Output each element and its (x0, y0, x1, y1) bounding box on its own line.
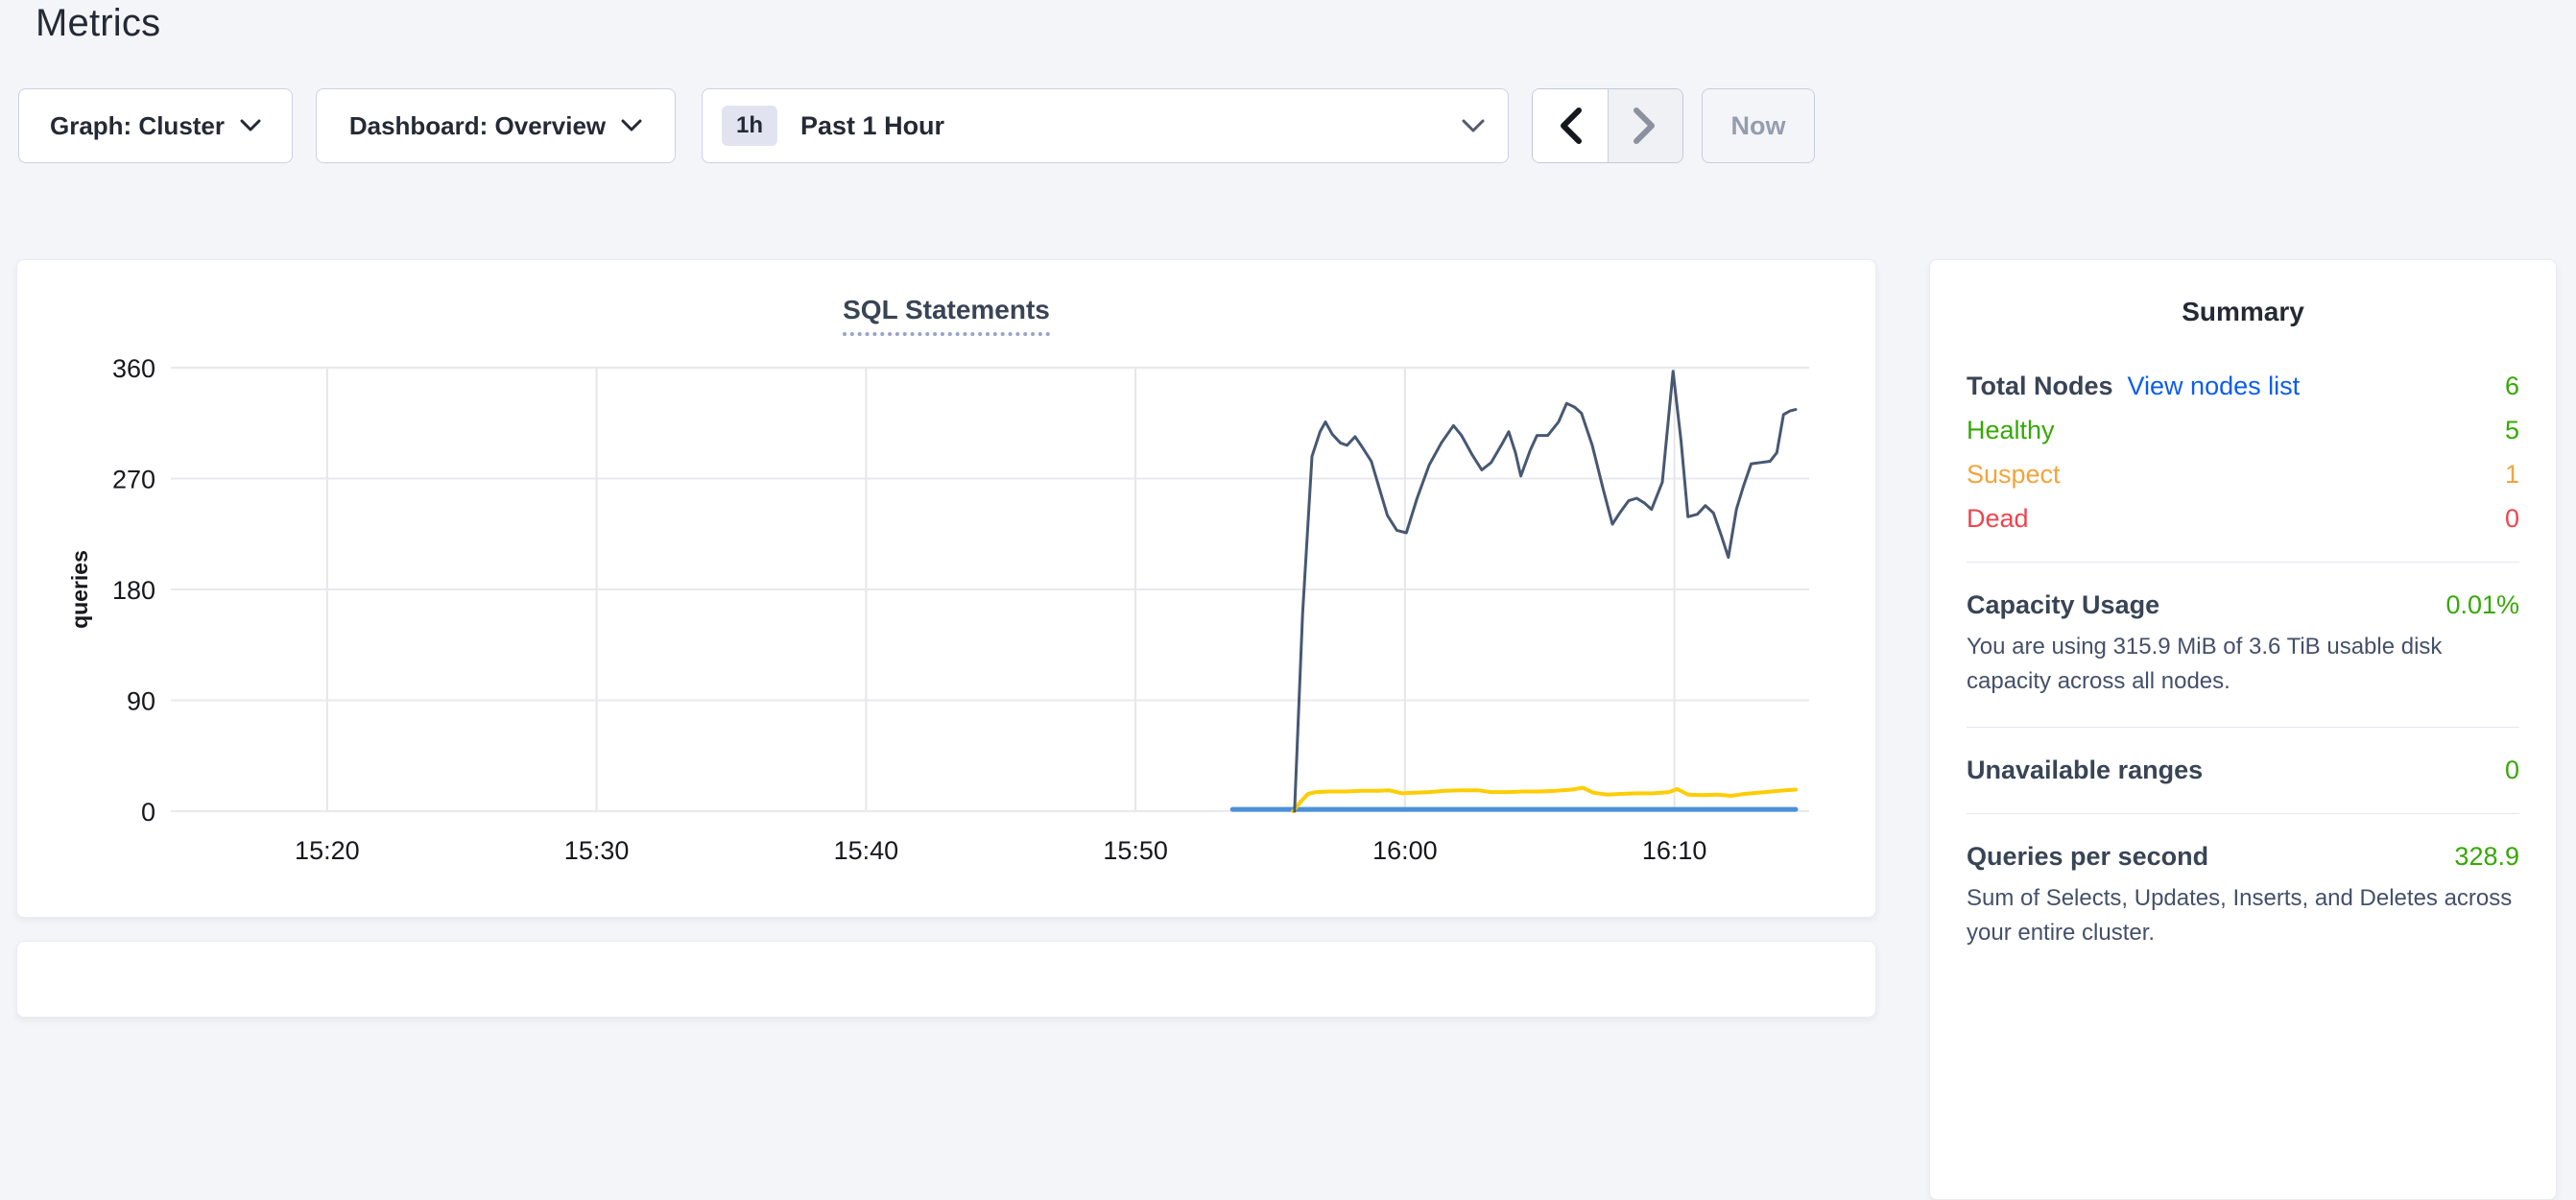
divider (1967, 562, 2519, 563)
capacity-usage-value: 0.01% (2445, 590, 2519, 619)
divider (1967, 813, 2519, 814)
chevron-down-icon (240, 119, 261, 132)
healthy-nodes-row: Healthy 5 (1967, 416, 2519, 445)
unavailable-ranges-label: Unavailable ranges (1967, 756, 2204, 784)
time-range-badge: 1h (722, 106, 778, 146)
svg-text:15:50: 15:50 (1103, 836, 1168, 865)
svg-text:90: 90 (127, 687, 155, 716)
svg-text:180: 180 (112, 576, 155, 605)
capacity-usage-row: Capacity Usage 0.01% (1967, 590, 2519, 620)
graph-dropdown-label: Graph: Cluster (49, 110, 226, 140)
queries-per-second-row: Queries per second 328.9 (1967, 842, 2519, 872)
queries-per-second-label: Queries per second (1967, 842, 2209, 871)
suspect-label: Suspect (1967, 460, 2061, 489)
svg-text:360: 360 (112, 354, 155, 383)
time-range-label: Past 1 Hour (800, 110, 945, 140)
svg-text:16:00: 16:00 (1372, 836, 1438, 865)
sql-statements-chart[interactable]: 0 90 180 270 360 15:20 15:30 15:40 15:50 16:00 16:… (17, 260, 1877, 919)
healthy-value: 5 (2504, 416, 2519, 444)
dead-nodes-row: Dead 0 (1967, 504, 2519, 534)
svg-text:queries: queries (67, 550, 92, 629)
svg-text:0: 0 (141, 798, 155, 827)
dashboard-dropdown-label: Dashboard: Overview (348, 110, 607, 140)
healthy-label: Healthy (1967, 416, 2055, 444)
prev-time-button[interactable] (1533, 89, 1608, 162)
time-nav-group (1532, 88, 1683, 163)
now-button[interactable]: Now (1702, 88, 1815, 163)
svg-text:15:20: 15:20 (295, 836, 360, 865)
total-nodes-row: Total Nodes View nodes list 6 (1967, 372, 2519, 401)
queries-per-second-description: Sum of Selects, Updates, Inserts, and De… (1967, 885, 2513, 946)
chart-title-wrap: SQL Statements (17, 295, 1875, 336)
view-nodes-list-link[interactable]: View nodes list (2127, 372, 2301, 400)
capacity-usage-description: You are using 315.9 MiB of 3.6 TiB usabl… (1967, 634, 2443, 694)
divider (1967, 727, 2519, 728)
chevron-down-icon (1462, 119, 1485, 132)
unavailable-ranges-value: 0 (2504, 756, 2519, 784)
total-nodes-value: 6 (2504, 372, 2519, 400)
chevron-down-icon (621, 119, 642, 132)
capacity-usage-label: Capacity Usage (1967, 590, 2160, 619)
chart-title[interactable]: SQL Statements (843, 295, 1050, 336)
svg-text:15:40: 15:40 (834, 836, 899, 865)
time-range-dropdown[interactable]: 1h Past 1 Hour (702, 88, 1509, 163)
suspect-value: 1 (2504, 460, 2519, 489)
suspect-nodes-row: Suspect 1 (1967, 460, 2519, 490)
total-nodes-label: Total Nodes (1967, 372, 2113, 400)
graph-dropdown[interactable]: Graph: Cluster (18, 88, 293, 163)
dead-value: 0 (2504, 504, 2519, 533)
sql-statements-card: 0 90 180 270 360 15:20 15:30 15:40 15:50 16:00 16:… (16, 259, 1876, 918)
unavailable-ranges-row: Unavailable ranges 0 (1967, 756, 2519, 785)
dashboard-dropdown[interactable]: Dashboard: Overview (316, 88, 676, 163)
svg-text:15:30: 15:30 (564, 836, 630, 865)
chevron-right-icon (1634, 108, 1656, 144)
summary-title: Summary (2182, 297, 2304, 326)
next-chart-card (16, 941, 1876, 1018)
queries-per-second-value: 328.9 (2454, 842, 2519, 871)
controls-bar: Graph: Cluster Dashboard: Overview 1h Pa… (18, 88, 1815, 163)
next-time-button[interactable] (1607, 89, 1682, 162)
dead-label: Dead (1967, 504, 2029, 533)
svg-text:270: 270 (112, 466, 155, 494)
svg-text:16:10: 16:10 (1642, 836, 1707, 865)
summary-card: Summary Total Nodes View nodes list 6 He… (1929, 259, 2557, 1200)
page-title: Metrics (36, 2, 161, 44)
chevron-left-icon (1560, 108, 1582, 144)
